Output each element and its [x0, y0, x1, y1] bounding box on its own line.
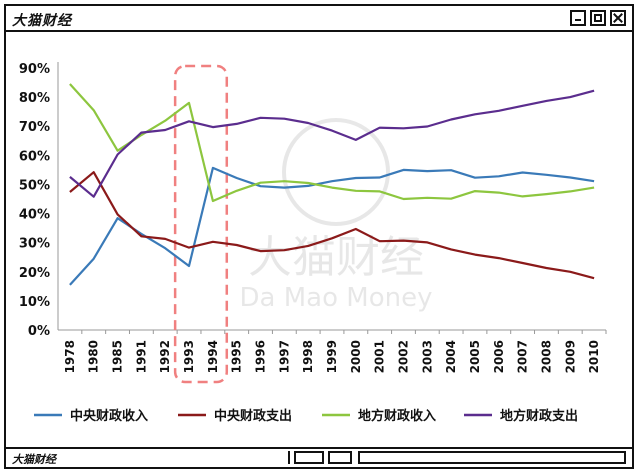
- x-tick-label: 1995: [230, 340, 244, 373]
- legend-label-1: 中央财政收入: [70, 408, 148, 424]
- series-line-2: [69, 171, 595, 280]
- maximize-icon[interactable]: [590, 10, 606, 26]
- highlight-box: [173, 64, 229, 384]
- x-tick-label: 1985: [111, 340, 125, 373]
- x-tick-label: 2008: [539, 340, 553, 373]
- title-bar: 大猫财经: [6, 6, 632, 32]
- y-tick-label: 70%: [19, 120, 50, 135]
- y-tick-label: 60%: [19, 149, 50, 164]
- window-title: 大猫财经: [12, 13, 72, 29]
- x-tick-label: 1999: [325, 340, 339, 373]
- legend-label-3: 地方财政收入: [358, 408, 436, 424]
- y-tick-label: 0%: [28, 324, 50, 339]
- y-tick-label: 20%: [19, 266, 50, 281]
- x-tick-label: 2009: [563, 340, 577, 373]
- minimize-icon[interactable]: [570, 10, 586, 26]
- x-tick-label: 1998: [301, 340, 315, 373]
- close-icon[interactable]: [610, 10, 626, 26]
- watermark-logo: [282, 118, 390, 226]
- legend-label-2: 中央财政支出: [214, 408, 292, 424]
- status-divider: [256, 451, 290, 464]
- status-panel-3: [358, 451, 626, 464]
- x-tick-label: 2006: [492, 340, 506, 373]
- x-tick-label: 1992: [158, 340, 172, 373]
- x-tick-label: 2001: [373, 340, 387, 373]
- status-panel-1: [294, 451, 324, 464]
- legend-label-4: 地方财政支出: [500, 408, 578, 424]
- x-tick-label: 1980: [87, 340, 101, 373]
- series-line-3: [69, 83, 595, 203]
- y-tick-label: 90%: [19, 62, 50, 77]
- x-tick-label: 2000: [349, 340, 363, 373]
- y-tick-label: 10%: [19, 295, 50, 310]
- y-tick-label: 40%: [19, 208, 50, 223]
- x-tick-label: 1996: [254, 340, 268, 373]
- status-panel-2: [328, 451, 352, 464]
- watermark-brand-en: Da Mao Money: [240, 283, 433, 313]
- x-tick-label: 2004: [444, 340, 458, 373]
- x-tick-label: 1993: [182, 340, 196, 373]
- x-tick-label: 1997: [277, 340, 291, 373]
- x-tick-label: 1991: [134, 340, 148, 373]
- status-text: 大猫财经: [12, 453, 56, 466]
- y-tick-label: 30%: [19, 237, 50, 252]
- x-tick-label: 2005: [468, 340, 482, 373]
- x-tick-label: 2007: [516, 340, 530, 373]
- x-tick-label: 1994: [206, 340, 220, 373]
- chart-area: 大猫财经 Da Mao Money 0% 10% 20% 30% 40% 50% 60% 70% 8…: [6, 32, 632, 452]
- x-tick-label: 2003: [420, 340, 434, 373]
- app-window: 大猫财经 大猫财经 Da Mao Money 0% 10% 20% 30% 40% 50% 60…: [4, 4, 634, 469]
- x-tick-label: 2010: [587, 340, 601, 373]
- y-tick-label: 80%: [19, 91, 50, 106]
- status-bar: 大猫财经: [6, 447, 632, 467]
- x-tick-label: 1978: [63, 340, 77, 373]
- series-line-4: [69, 89, 595, 198]
- x-tick-label: 2002: [396, 340, 410, 373]
- series-line-1: [69, 166, 595, 286]
- y-tick-label: 50%: [19, 178, 50, 193]
